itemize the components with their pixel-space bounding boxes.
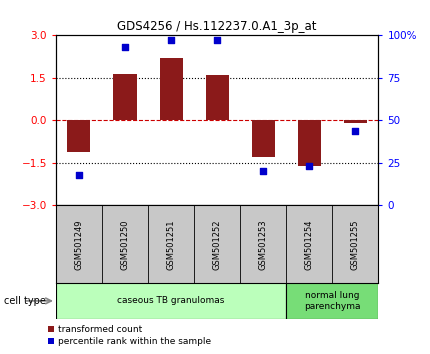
Text: GSM501251: GSM501251 [166,219,175,269]
Bar [160,58,183,120]
Point [76,172,83,178]
Bar [344,120,367,123]
Legend: transformed count, percentile rank within the sample: transformed count, percentile rank withi… [47,325,212,346]
Text: GSM501252: GSM501252 [213,219,221,269]
Bar [114,74,137,120]
Text: GSM501254: GSM501254 [305,219,314,269]
Point [168,38,175,43]
Bar [206,75,229,120]
Text: GSM501253: GSM501253 [259,219,268,270]
Text: cell type: cell type [4,296,46,306]
Point [122,45,129,50]
Point [352,128,359,133]
Text: caseous TB granulomas: caseous TB granulomas [117,296,225,306]
Title: GDS4256 / Hs.112237.0.A1_3p_at: GDS4256 / Hs.112237.0.A1_3p_at [117,20,317,33]
Bar [68,120,90,152]
Text: normal lung
parenchyma: normal lung parenchyma [304,291,361,310]
Bar [252,120,275,157]
Text: GSM501255: GSM501255 [351,219,360,269]
Point [306,164,313,169]
Bar [286,283,378,319]
Bar [56,283,286,319]
Text: GSM501249: GSM501249 [74,219,83,269]
Bar [298,120,321,166]
Point [214,38,221,43]
Text: GSM501250: GSM501250 [120,219,129,269]
Point [260,169,267,174]
